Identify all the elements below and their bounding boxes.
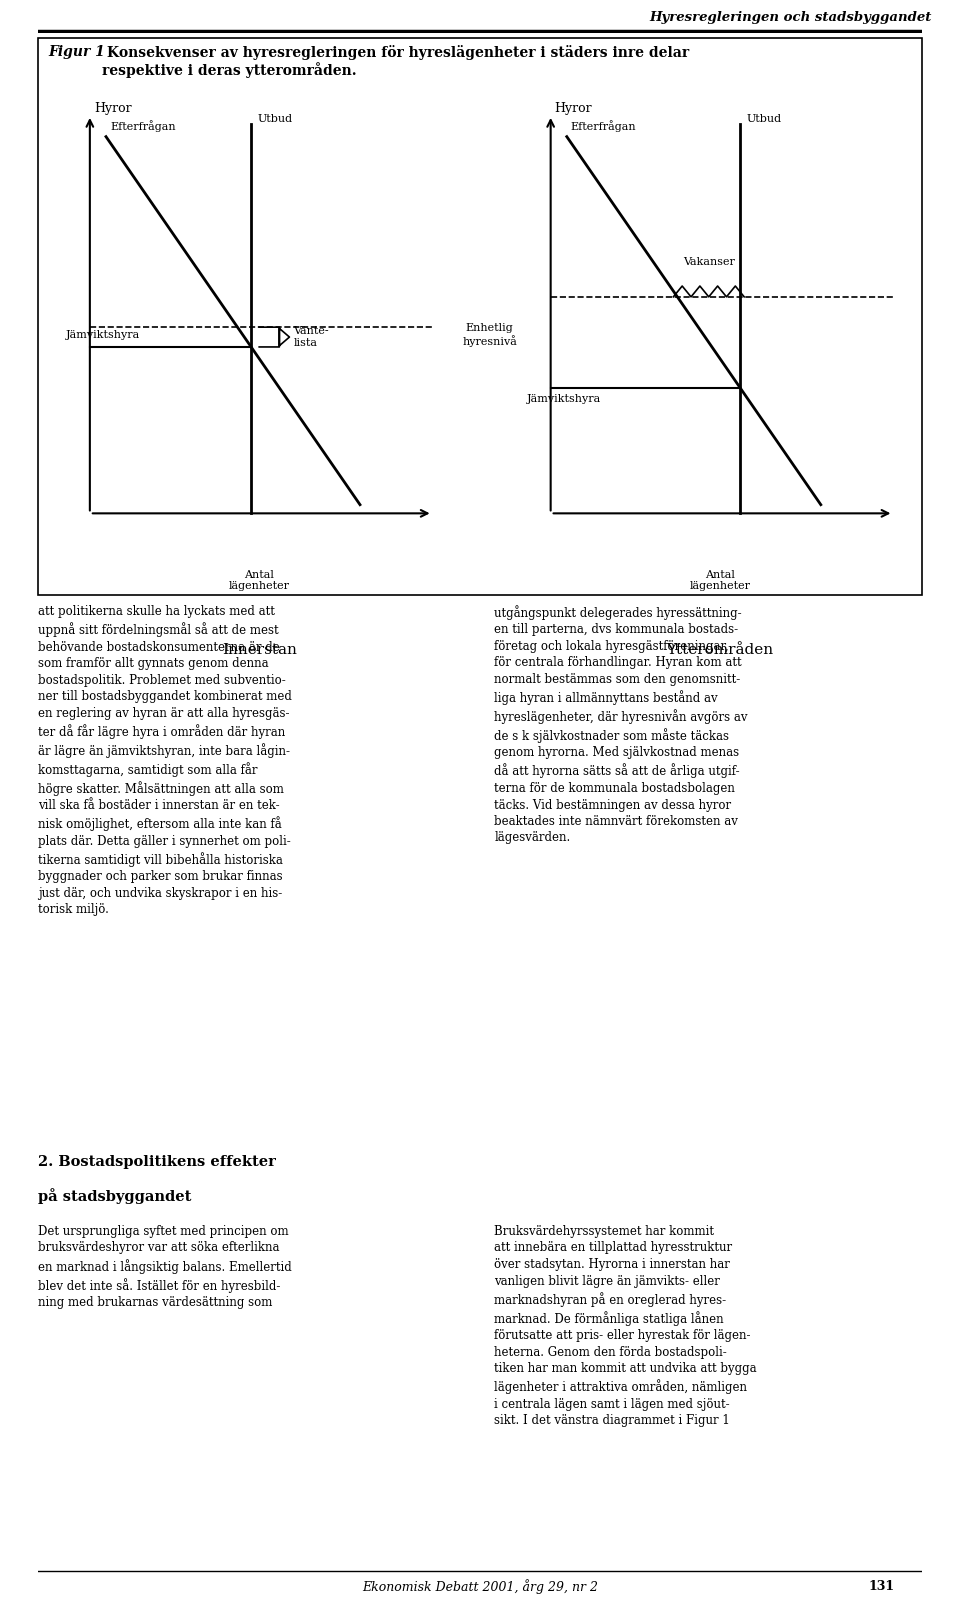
Text: Vakanser: Vakanser xyxy=(683,257,734,267)
Text: på stadsbyggandet: på stadsbyggandet xyxy=(38,1188,192,1204)
Text: Ytterområden: Ytterområden xyxy=(666,644,774,658)
Text: Jämviktshyra: Jämviktshyra xyxy=(65,331,140,340)
Text: Hyror: Hyror xyxy=(555,102,592,115)
Text: Hyror: Hyror xyxy=(94,102,132,115)
Text: Vänte-
lista: Vänte- lista xyxy=(294,326,329,348)
Text: Ekonomisk Debatt 2001, årg 29, nr 2: Ekonomisk Debatt 2001, årg 29, nr 2 xyxy=(362,1579,598,1594)
Text: Figur 1: Figur 1 xyxy=(48,45,105,59)
Text: Enhetlig
hyresnivå: Enhetlig hyresnivå xyxy=(462,323,517,347)
Text: Innerstan: Innerstan xyxy=(222,644,297,658)
Text: Antal
lägenheter: Antal lägenheter xyxy=(228,570,290,591)
Text: Hyresregleringen och stadsbyggandet: Hyresregleringen och stadsbyggandet xyxy=(649,11,931,24)
Text: Antal
lägenheter: Antal lägenheter xyxy=(689,570,751,591)
Text: utgångspunkt delegerades hyressättning-
en till parterna, dvs kommunala bostads-: utgångspunkt delegerades hyressättning- … xyxy=(494,605,748,845)
Text: Bruksvärdehyrssystemet har kommit
att innebära en tillplattad hyresstruktur
över: Bruksvärdehyrssystemet har kommit att in… xyxy=(494,1225,757,1428)
Text: 2. Bostadspolitikens effekter: 2. Bostadspolitikens effekter xyxy=(38,1155,276,1169)
Text: 131: 131 xyxy=(869,1579,895,1592)
Text: Konsekvenser av hyresregleringen för hyreslägenheter i städers inre delar
respek: Konsekvenser av hyresregleringen för hyr… xyxy=(102,45,688,78)
Text: Efterfrågan: Efterfrågan xyxy=(110,120,176,133)
Text: Jämviktshyra: Jämviktshyra xyxy=(526,394,601,404)
Text: att politikerna skulle ha lyckats med att
uppnå sitt fördelningsmål så att de me: att politikerna skulle ha lyckats med at… xyxy=(38,605,292,917)
Text: Det ursprungliga syftet med principen om
bruksvärdeshyror var att söka efterlikn: Det ursprungliga syftet med principen om… xyxy=(38,1225,292,1310)
Text: Utbud: Utbud xyxy=(746,115,781,125)
Text: Efterfrågan: Efterfrågan xyxy=(571,120,636,133)
Text: Utbud: Utbud xyxy=(257,115,292,125)
